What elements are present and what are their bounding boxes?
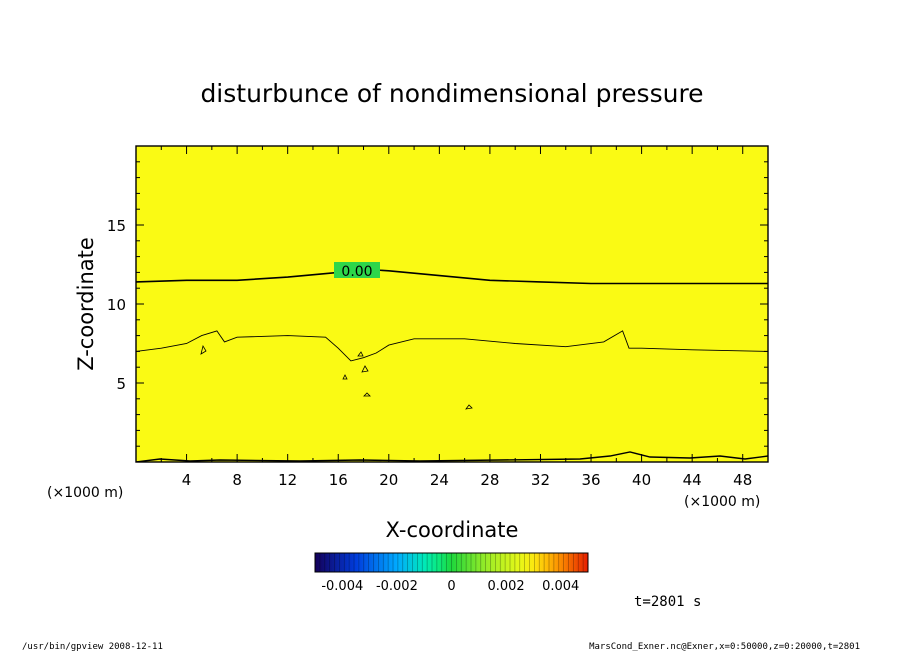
contour-label: 0.00 [341, 264, 372, 280]
x-tick-label: 28 [480, 471, 499, 489]
x-axis-label: X-coordinate [386, 518, 519, 542]
contour-line-zero [136, 268, 768, 285]
x-tick-label: 48 [733, 471, 752, 489]
contour-label-bg [334, 262, 380, 278]
chart-title: disturbunce of nondimensional pressure [200, 79, 703, 108]
y-tick-label: 10 [107, 296, 126, 314]
x-tick-label: 44 [683, 471, 702, 489]
y-tick-label: 15 [107, 217, 126, 235]
colorbar-labels: -0.004 -0.002 0 0.002 0.004 [321, 579, 579, 594]
y-axis-label: Z-coordinate [74, 237, 98, 371]
x-unit-left: (×1000 m) [47, 485, 123, 501]
footer-right: MarsCond_Exner.nc@Exner,x=0:50000,z=0:20… [589, 642, 860, 652]
colorbar-tick-label: 0.004 [542, 579, 579, 594]
y-tick-label: 5 [116, 375, 126, 393]
x-tick-label: 4 [182, 471, 192, 489]
field-area [136, 146, 768, 462]
x-tick-label: 12 [278, 471, 297, 489]
colorbar-stripes [319, 553, 584, 572]
colorbar-tick-label: -0.004 [321, 579, 363, 594]
colorbar-tick-label: 0.002 [487, 579, 524, 594]
y-axis-ticks: 5 10 15 [107, 161, 768, 447]
contour-line-thin [136, 330, 768, 362]
time-label: t=2801 s [634, 594, 702, 610]
x-tick-label: 36 [581, 471, 600, 489]
colorbar-tick-label: -0.002 [376, 579, 418, 594]
colorbar [314, 552, 589, 573]
footer-left: /usr/bin/gpview 2008-12-11 [22, 642, 163, 652]
x-unit-right: (×1000 m) [684, 494, 760, 510]
x-tick-label: 8 [232, 471, 242, 489]
x-tick-label: 20 [379, 471, 398, 489]
x-tick-label: 16 [329, 471, 348, 489]
colorbar-tick-label: 0 [447, 579, 455, 594]
x-axis-ticks: 4 8 12 16 20 24 28 32 36 40 44 48 [160, 146, 752, 489]
x-tick-label: 32 [531, 471, 550, 489]
x-tick-label: 24 [430, 471, 449, 489]
contour-small-loop [200, 344, 473, 410]
x-tick-label: 40 [632, 471, 651, 489]
